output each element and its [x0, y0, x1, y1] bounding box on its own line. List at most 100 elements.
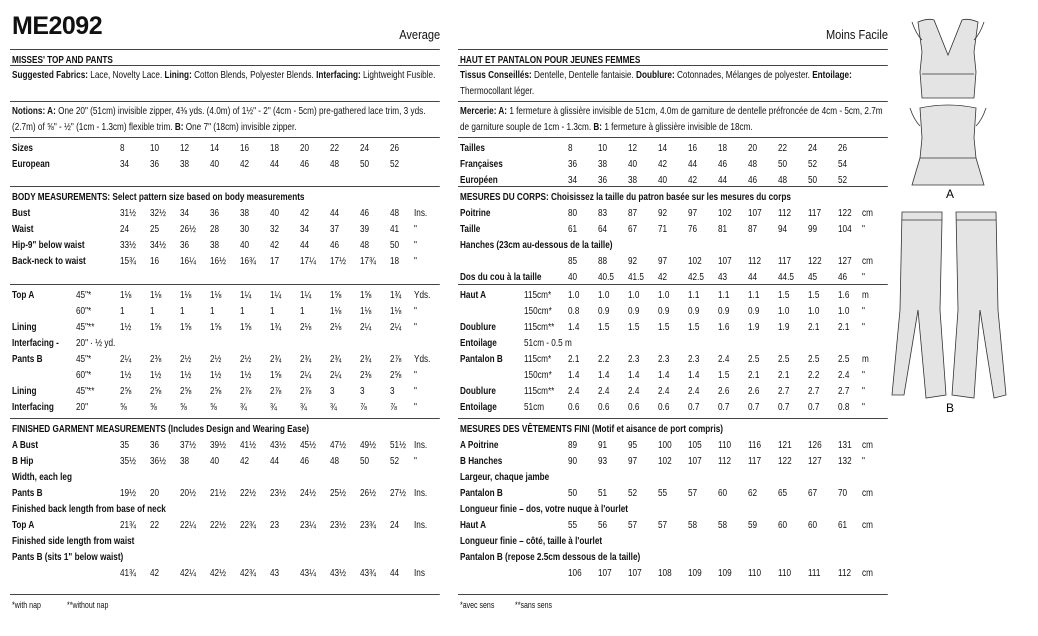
cell: 1 [239, 305, 245, 317]
cell: 23¼ [299, 519, 316, 531]
cell: 26½ [179, 223, 196, 235]
cell: 131 [837, 439, 852, 451]
cell: 87 [627, 207, 638, 219]
cell: 57 [657, 519, 668, 531]
row-label: Top A [11, 519, 35, 531]
cell: 2⅛ [299, 321, 312, 333]
unit: " [413, 401, 417, 413]
cell: 51½ [389, 439, 406, 451]
cell: 46 [329, 239, 340, 251]
row-label: Top A [11, 289, 35, 301]
cell: 2.4 [657, 385, 670, 397]
cell: 19½ [119, 487, 136, 499]
row-label: Back-neck to waist [11, 255, 86, 267]
cell: 52 [627, 487, 638, 499]
cell: 1.6 [717, 321, 730, 333]
unit: " [413, 455, 417, 467]
cell: 40 [239, 239, 250, 251]
cell: 44 [687, 158, 698, 170]
cell: 15¾ [119, 255, 136, 267]
cell: 65 [777, 487, 788, 499]
cell: 27½ [389, 487, 406, 499]
row-sublabel: 150cm* [523, 305, 552, 317]
row-label: Dos du cou à la taille [459, 271, 542, 283]
bold-text: Notions: A: [11, 105, 56, 117]
row-sublabel: 115cm** [523, 321, 555, 333]
row-label: B Hip [11, 455, 34, 467]
cell: 42 [269, 239, 280, 251]
cell: 52 [389, 158, 400, 170]
cell: 42 [657, 158, 668, 170]
cell: 34½ [149, 239, 166, 251]
cell: 2.3 [687, 353, 700, 365]
cell: 0.7 [807, 401, 820, 413]
table-row: 60"* 1½ 1½ 1½ 1½ 1½ 1⅝ 2¼ 2¼ 2⅜ 2⅝ " [10, 367, 440, 383]
cell: 42 [299, 207, 310, 219]
row-label: Pantalon B [459, 487, 503, 499]
cell: 1⅛ [119, 289, 132, 301]
cell: 64 [597, 223, 608, 235]
cell: 38 [597, 158, 608, 170]
cell: 40 [567, 271, 578, 283]
cell: 44 [269, 158, 280, 170]
bold-text: Suggested Fabrics: [11, 69, 89, 81]
unit: cm [861, 439, 873, 451]
cell: 16 [149, 255, 160, 267]
cell: 37 [329, 223, 340, 235]
cell: 56 [597, 519, 608, 531]
cell: 0.6 [597, 401, 610, 413]
cell: 34 [179, 207, 190, 219]
row-label: Poitrine [459, 207, 491, 219]
cell: 36½ [149, 455, 166, 467]
cell: ¾ [329, 401, 337, 413]
cell: 60 [807, 519, 818, 531]
row-sublabel: 20" [75, 401, 89, 413]
cell: 2.4 [687, 385, 700, 397]
unit: Ins [413, 567, 425, 579]
cell: 1.4 [567, 369, 580, 381]
paragraph: Tissus Conseillés: Dentelle, Dentelle fa… [458, 68, 888, 99]
text: Cotonnades, Mélanges de polyester. [674, 69, 813, 81]
cell: 0.9 [687, 305, 700, 317]
cell: 2¼ [359, 321, 372, 333]
cell: 14 [209, 142, 220, 154]
table-row: B Hanches 90 93 97 102 107 112 117 122 127 132 " [458, 453, 888, 469]
row-label: Bust [11, 207, 31, 219]
cell: 35½ [119, 455, 136, 467]
cell: 34 [119, 158, 130, 170]
table-row: Finished back length from base of neck [10, 501, 440, 517]
cell: 109 [687, 567, 702, 579]
cell: 117 [747, 455, 762, 467]
cell: 1 [119, 305, 125, 317]
table-row: Poitrine 80 83 87 92 97 102 107 112 117 122 cm [458, 205, 888, 221]
table-row: Tailles 8 10 12 14 16 18 20 22 24 26 [458, 140, 888, 156]
cell: 2.4 [597, 385, 610, 397]
footnote: **sans sens [514, 600, 553, 610]
cell: 44 [717, 174, 728, 186]
section: MESURES DU CORPS: Choisissez la taille d… [458, 186, 888, 285]
cell: 132 [837, 455, 852, 467]
cell: 1 [179, 305, 185, 317]
unit: " [413, 385, 417, 397]
cell: 42 [687, 174, 698, 186]
row-label: Interfacing [11, 401, 54, 413]
row-label: Pants B [11, 487, 43, 499]
cell: 109 [717, 567, 732, 579]
unit: " [861, 455, 865, 467]
table-row: Taille 61 64 67 71 76 81 87 94 99 104 " [458, 221, 888, 237]
cell: 0.6 [627, 401, 640, 413]
cell: 40 [209, 158, 220, 170]
cell: 89 [567, 439, 578, 451]
bold-text: Interfacing: [316, 69, 361, 81]
cell: 55 [567, 519, 578, 531]
cell: 1.1 [747, 289, 760, 301]
cell: 18 [717, 142, 728, 154]
cell: 122 [777, 455, 792, 467]
unit: " [413, 239, 417, 251]
section: MESURES DES VÊTEMENTS FINI (Motif et ais… [458, 418, 888, 581]
cell: 122 [837, 207, 852, 219]
cell: 35 [119, 439, 130, 451]
cell: 21¾ [119, 519, 136, 531]
cell: 1⅛ [329, 305, 342, 317]
cell: 18 [269, 142, 280, 154]
